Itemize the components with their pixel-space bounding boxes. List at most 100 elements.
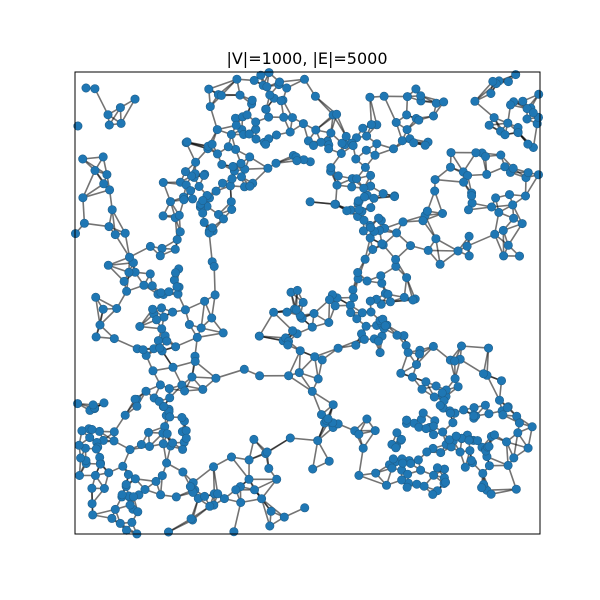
graph-node [374,213,384,223]
graph-edge [461,345,489,349]
graph-node [276,96,286,106]
graph-node [488,76,498,86]
graph-edge [208,232,213,262]
graph-node [416,91,426,101]
graph-node [508,163,518,173]
graph-node [294,368,304,378]
graph-node [326,163,336,173]
graph-node [365,92,375,102]
graph-node [153,336,163,346]
graph-node [155,343,165,353]
graph-node [107,513,117,523]
graph-node [402,482,412,492]
graph-node [359,192,369,202]
graph-node [361,321,371,331]
graph-node [307,322,317,332]
graph-node [514,251,524,261]
graph-node [438,427,448,437]
graph-node [299,74,309,84]
graph-node [429,470,439,480]
graph-node [247,95,257,105]
graph-node [164,287,174,297]
graph-node [378,189,388,199]
graph-node [470,96,480,106]
graph-node [380,321,390,331]
graph-node [313,374,323,384]
graph-node [498,410,508,420]
graph-node [90,84,100,94]
graph-node [156,288,166,298]
graph-node [185,482,195,492]
graph-node [402,92,412,102]
graph-edge [383,95,397,123]
graph-node [249,75,259,85]
graph-node [212,125,222,135]
graph-node [362,131,372,141]
graph-node [91,444,101,454]
graph-node [168,438,178,448]
graph-node [95,459,105,469]
graph-edge [208,78,238,90]
graph-node [104,468,114,478]
graph-node [341,131,351,141]
graph-node [359,215,369,225]
graph-node [467,191,477,201]
graph-node [171,492,181,502]
graph-node [491,193,501,203]
graph-node [282,83,292,93]
graph-node [377,278,387,288]
graph-node [517,219,527,229]
graph-node [523,168,533,178]
graph-node [172,235,182,245]
graph-node [261,104,271,114]
graph-node [534,89,544,99]
graph-node [399,292,409,302]
graph-node [186,186,196,196]
graph-node [271,158,281,168]
graph-node [125,500,135,510]
graph-node [112,303,122,313]
graph-node [175,227,185,237]
graph-node [435,259,445,269]
graph-node [323,414,333,424]
graph-edge [290,437,318,442]
graph-node [227,174,237,184]
graph-node [463,171,473,181]
graph-node [90,166,100,176]
graph-node [228,162,238,172]
graph-edge [435,178,464,183]
graph-node [379,91,389,101]
graph-node [486,89,496,99]
graph-node [430,186,440,196]
graph-node [373,336,383,346]
graph-node [170,244,180,254]
graph-node [403,469,413,479]
graph-node [349,292,359,302]
graph-node [298,297,308,307]
graph-node [523,139,533,149]
graph-node [120,228,130,238]
graph-node [164,384,174,394]
graph-node [422,447,432,457]
graph-node [504,190,514,200]
graph-node [152,315,162,325]
graph-node [272,474,282,484]
graph-node [494,395,504,405]
graph-node [328,400,338,410]
graph-node [514,418,524,428]
graph-node [211,373,221,383]
graph-node [333,171,343,181]
graph-edge [94,297,101,326]
graph-node [231,485,241,495]
graph-node [130,474,140,484]
graph-node [250,485,260,495]
graph-edge [212,466,219,494]
graph-node [391,443,401,453]
graph-node [498,225,508,235]
graph-edge [287,350,301,377]
graph-node [262,82,272,92]
graph-node [207,139,217,149]
graph-node [333,343,343,353]
graph-node [360,254,370,264]
graph-node [377,239,387,249]
